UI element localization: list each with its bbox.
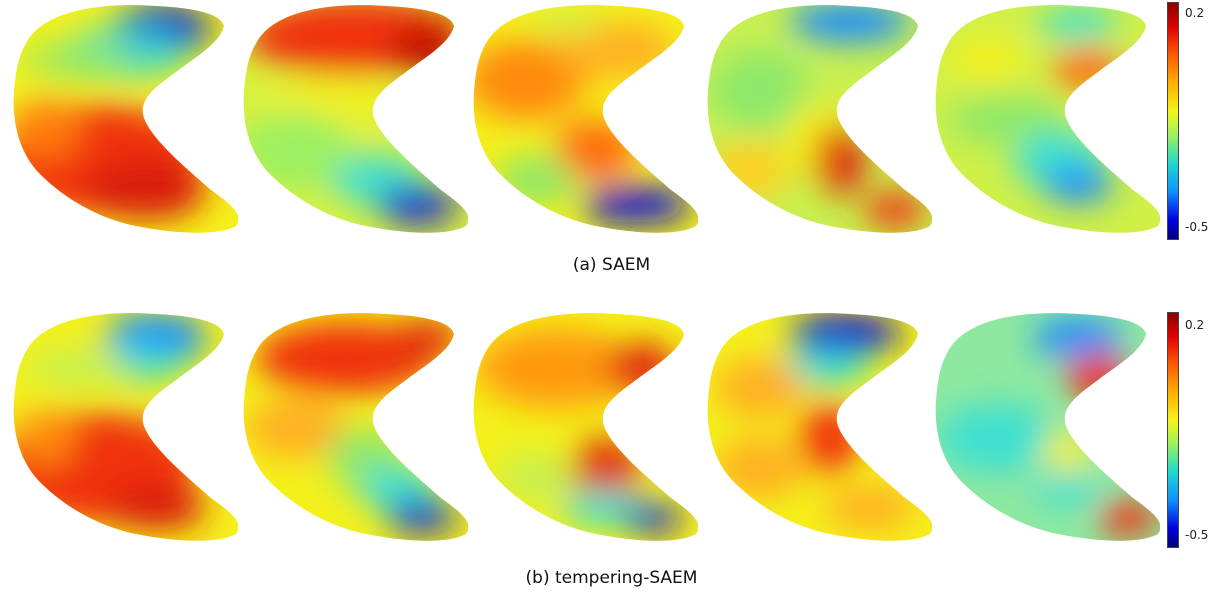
shape-a4 (707, 5, 932, 233)
shape-b4 (707, 313, 932, 541)
shape-b3 (473, 313, 698, 541)
shape-a5 (935, 5, 1160, 233)
colorbar-b (1167, 312, 1179, 548)
saem-row (0, 0, 1223, 240)
shape-b1 (13, 313, 238, 541)
shape-a2 (243, 5, 468, 233)
tempering-saem-row (0, 308, 1223, 548)
colorbar-b-max-label: 0.2 (1185, 318, 1205, 332)
shape-b5 (935, 313, 1160, 541)
shape-a3 (473, 5, 698, 233)
shape-b2 (243, 313, 468, 541)
colorbar-a-min-label: -0.5 (1185, 220, 1209, 234)
shape-a1 (13, 5, 238, 233)
caption-a: (a) SAEM (572, 255, 651, 275)
caption-b: (b) tempering-SAEM (525, 568, 698, 588)
colorbar-a (1167, 2, 1179, 240)
colorbar-a-max-label: 0.2 (1185, 6, 1205, 20)
colorbar-b-min-label: -0.5 (1185, 528, 1209, 542)
